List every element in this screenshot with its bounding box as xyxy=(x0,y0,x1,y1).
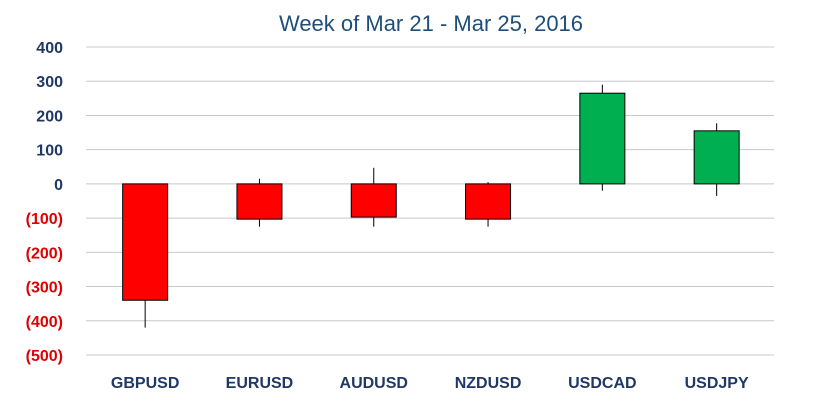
x-tick-label: NZDUSD xyxy=(455,375,522,392)
y-tick-label: 100 xyxy=(36,143,63,160)
y-tick-label: (400) xyxy=(26,314,63,331)
candle-body-usdcad xyxy=(579,92,626,185)
x-tick-label: EURUSD xyxy=(226,375,294,392)
x-axis-ticks: GBPUSD EURUSD AUDUSD NZDUSD USDCAD USDJPY xyxy=(111,375,749,392)
y-tick-label: 200 xyxy=(36,108,63,125)
y-tick-label: (200) xyxy=(26,245,63,262)
y-axis-ticks: 400 300 200 100 0 (100) (200) (300) (400) (500) xyxy=(26,40,63,365)
y-tick-label: (300) xyxy=(26,280,63,297)
candle-body-nzdusd xyxy=(465,183,512,220)
x-tick-label: USDJPY xyxy=(685,375,749,392)
chart-title: Week of Mar 21 - Mar 25, 2016 xyxy=(279,11,583,36)
candle-body-audusd xyxy=(350,183,397,218)
gridlines xyxy=(86,46,774,356)
x-tick-label: AUDUSD xyxy=(340,375,408,392)
candle-body-gbpusd xyxy=(122,183,169,301)
y-tick-label: (500) xyxy=(26,348,63,365)
candle-body-eurusd xyxy=(236,183,283,220)
candle-body-usdjpy xyxy=(693,130,740,185)
y-tick-label: (100) xyxy=(26,211,63,228)
x-tick-label: GBPUSD xyxy=(111,375,179,392)
candles xyxy=(122,84,740,328)
y-tick-label: 300 xyxy=(36,74,63,91)
y-tick-label: 0 xyxy=(54,177,63,194)
x-tick-label: USDCAD xyxy=(568,375,636,392)
y-tick-label: 400 xyxy=(36,40,63,57)
